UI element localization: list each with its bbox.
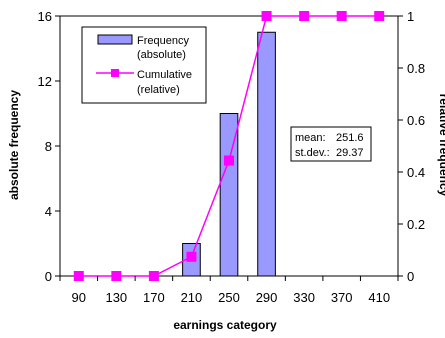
legend-line-marker <box>111 69 119 77</box>
x-tick-label: 410 <box>368 290 390 305</box>
left-tick-label: 0 <box>45 269 52 284</box>
bar <box>257 31 276 277</box>
left-tick-label: 12 <box>38 74 52 89</box>
cumulative-series <box>73 11 385 281</box>
right-tick-label: 0.2 <box>407 217 425 232</box>
cumulative-point <box>336 11 347 21</box>
x-axis-ticks: 90 130 170 210 250 290 330 370 410 <box>59 276 399 305</box>
legend-line-label-1: Cumulative <box>137 69 192 81</box>
x-tick-label: 170 <box>143 290 165 305</box>
x-tick-label: 290 <box>256 290 278 305</box>
cumulative-point <box>186 251 197 262</box>
cumulative-point <box>374 11 385 21</box>
legend: Frequency (absolute) Cumulative (relativ… <box>81 26 207 104</box>
left-tick-label: 8 <box>45 139 52 154</box>
right-tick-label: 0.8 <box>407 61 425 76</box>
legend-bar-swatch <box>97 34 133 45</box>
right-tick-label: 1 <box>407 9 414 24</box>
mean-label: mean: <box>295 132 326 144</box>
legend-bar-label-2: (absolute) <box>137 49 186 61</box>
mean-value: 251.6 <box>336 132 364 144</box>
left-axis-title: absolute frequency <box>7 90 21 200</box>
left-axis-ticks: 0 4 8 12 16 <box>38 9 60 284</box>
right-axis-title: relative frequency <box>437 94 445 197</box>
cumulative-point <box>299 11 310 21</box>
left-tick-label: 4 <box>45 204 52 219</box>
bar-series <box>182 31 276 277</box>
legend-bar-label-1: Frequency <box>137 35 189 47</box>
x-tick-label: 210 <box>181 290 203 305</box>
cumulative-point <box>224 155 234 166</box>
right-tick-label: 0.6 <box>407 113 425 128</box>
cumulative-point <box>261 11 272 21</box>
stats-box: mean: 251.6 st.dev.: 29.37 <box>290 126 372 162</box>
stats-box-frame <box>290 126 372 162</box>
cumulative-point <box>148 271 159 281</box>
x-tick-label: 90 <box>72 290 86 305</box>
x-tick-label: 330 <box>293 290 315 305</box>
x-tick-label: 130 <box>105 290 127 305</box>
left-tick-label: 16 <box>38 9 52 24</box>
stdev-value: 29.37 <box>336 147 364 159</box>
legend-line-label-2: (relative) <box>137 84 180 96</box>
cumulative-point <box>73 271 84 281</box>
x-axis-title: earnings category <box>173 318 277 332</box>
right-tick-label: 0 <box>407 269 414 284</box>
bar <box>219 113 239 277</box>
cumulative-point <box>111 271 122 281</box>
x-tick-label: 370 <box>331 290 353 305</box>
stdev-label: st.dev.: <box>295 147 330 159</box>
right-axis-ticks: 0 0.2 0.4 0.6 0.8 1 <box>398 9 425 284</box>
x-tick-label: 250 <box>218 290 240 305</box>
right-tick-label: 0.4 <box>407 165 425 180</box>
